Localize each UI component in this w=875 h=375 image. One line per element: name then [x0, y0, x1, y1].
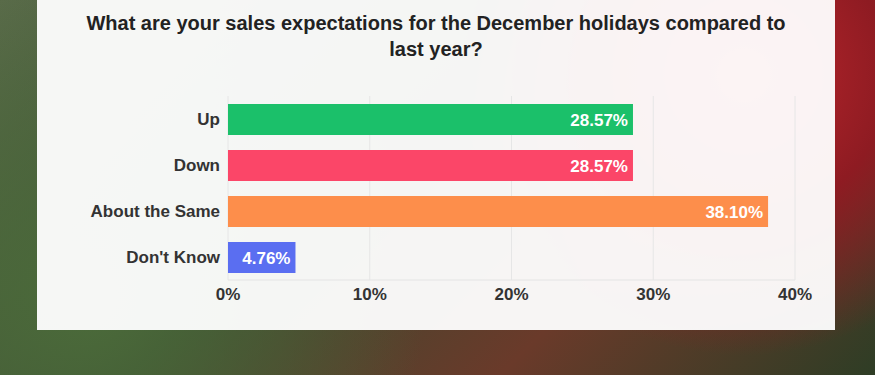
svg-text:30%: 30%: [636, 285, 670, 304]
svg-text:4.76%: 4.76%: [242, 249, 290, 268]
svg-text:0%: 0%: [216, 285, 241, 304]
svg-text:28.57%: 28.57%: [570, 157, 628, 176]
svg-text:Down: Down: [174, 156, 220, 175]
svg-text:28.57%: 28.57%: [570, 111, 628, 130]
svg-text:20%: 20%: [494, 285, 528, 304]
svg-text:Don't Know: Don't Know: [126, 248, 221, 267]
svg-text:40%: 40%: [778, 285, 812, 304]
html-text:What are your sales expectatio: What are your sales expectations for the…: [86, 12, 786, 60]
svg-text:38.10%: 38.10%: [705, 203, 763, 222]
svg-text:Up: Up: [197, 110, 220, 129]
svg-text:About the Same: About the Same: [91, 202, 220, 221]
svg-text:10%: 10%: [353, 285, 387, 304]
